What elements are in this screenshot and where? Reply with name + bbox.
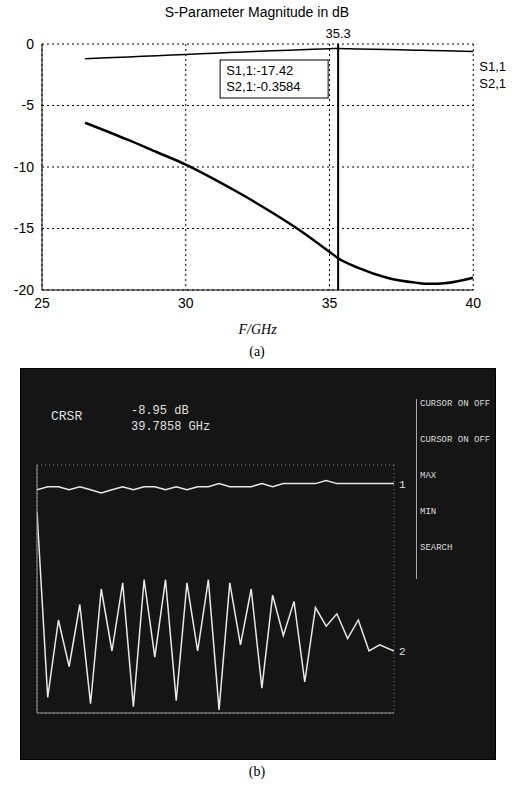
html-text:S-Parameter Magnitude in dB: S-Parameter Magnitude in dB — [164, 4, 350, 20]
html-text:SEARCH: SEARCH — [420, 543, 453, 553]
html-text:S2,1: S2,1 — [479, 76, 506, 91]
svg-text:40: 40 — [465, 295, 481, 311]
svg-text:30: 30 — [178, 295, 194, 311]
svg-text:0: 0 — [26, 36, 34, 52]
svg-text:35: 35 — [322, 295, 338, 311]
svg-text:-15: -15 — [14, 220, 34, 236]
svg-text:S2,1:-0.3584: S2,1:-0.3584 — [226, 79, 300, 94]
html-text:CURSOR ON OFF: CURSOR ON OFF — [420, 435, 491, 445]
svg-text:1: 1 — [399, 479, 406, 491]
svg-text:2: 2 — [399, 646, 406, 658]
svg-text:-10: -10 — [14, 159, 34, 175]
svg-text:F/GHz: F/GHz — [238, 322, 278, 337]
html-text:(b): (b) — [248, 764, 266, 779]
html-text:S1,1: S1,1 — [479, 59, 506, 74]
svg-text:25: 25 — [34, 295, 50, 311]
html-text:39.7858 GHz: 39.7858 GHz — [131, 420, 211, 434]
svg-text:-20: -20 — [14, 282, 34, 298]
html-text:MAX: MAX — [420, 471, 437, 481]
html-text:CRSR: CRSR — [51, 409, 83, 424]
html-text:(a): (a) — [249, 344, 265, 359]
html-text:CURSOR ON OFF: CURSOR ON OFF — [420, 399, 491, 409]
svg-text:-5: -5 — [22, 97, 35, 113]
html-text:MIN: MIN — [420, 507, 437, 517]
svg-text:35.3: 35.3 — [325, 26, 350, 41]
svg-text:S1,1:-17.42: S1,1:-17.42 — [226, 63, 293, 78]
html-text:-8.95 dB: -8.95 dB — [131, 404, 189, 418]
